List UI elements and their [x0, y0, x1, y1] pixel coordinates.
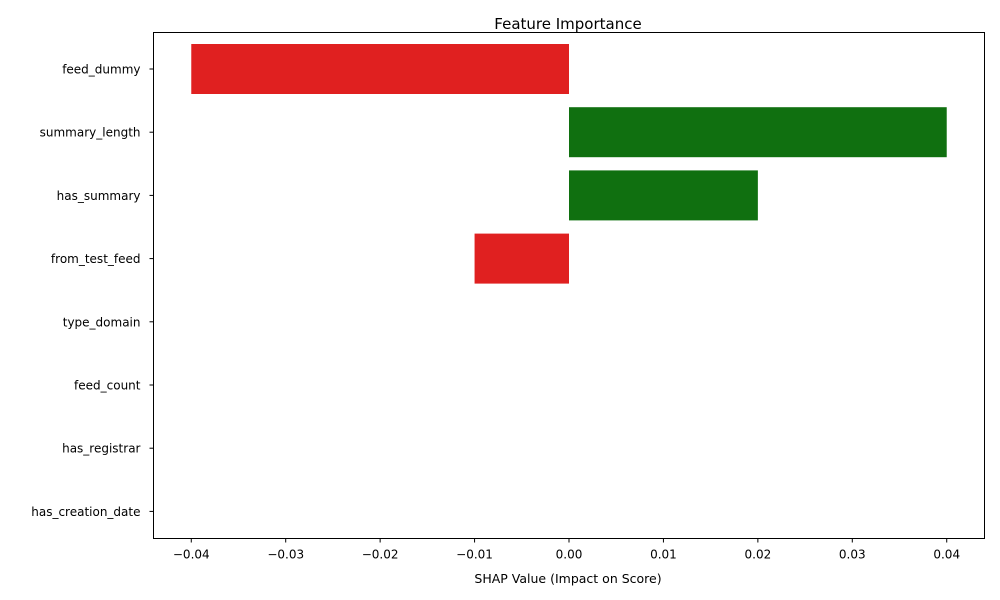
x-tick-label: 0.01 — [650, 548, 677, 562]
bar-from-test-feed — [474, 233, 569, 284]
x-tick-label: 0.03 — [839, 548, 866, 562]
bars-group — [191, 44, 947, 284]
x-axis-ticks: −0.04 −0.03 −0.02 −0.01 0.00 0.01 0.02 0.03 0.04 — [173, 538, 960, 562]
y-tick-label: summary_length — [40, 126, 141, 140]
chart-title: Feature Importance — [494, 15, 641, 33]
y-tick-label: has_registrar — [62, 442, 140, 456]
x-tick-label: 0.02 — [745, 548, 772, 562]
x-tick-label: −0.03 — [267, 548, 304, 562]
y-tick-label: has_creation_date — [31, 505, 140, 519]
bar-has-summary — [569, 170, 758, 221]
y-axis-ticks: feed_dummy summary_length has_summary from_… — [31, 63, 154, 519]
x-tick-label: −0.02 — [362, 548, 399, 562]
x-tick-label: −0.04 — [173, 548, 210, 562]
y-tick-label: from_test_feed — [51, 252, 141, 266]
bar-feed-dummy — [191, 44, 570, 94]
bar-summary-length — [569, 107, 947, 158]
x-tick-label: 0.00 — [556, 548, 583, 562]
x-tick-label: 0.04 — [933, 548, 960, 562]
y-tick-label: feed_count — [74, 379, 141, 393]
y-tick-label: feed_dummy — [62, 63, 140, 77]
x-tick-label: −0.01 — [456, 548, 493, 562]
y-tick-label: has_summary — [57, 189, 141, 203]
x-axis-label: SHAP Value (Impact on Score) — [474, 571, 661, 586]
plot-frame — [153, 32, 985, 539]
y-tick-label: type_domain — [63, 315, 141, 329]
